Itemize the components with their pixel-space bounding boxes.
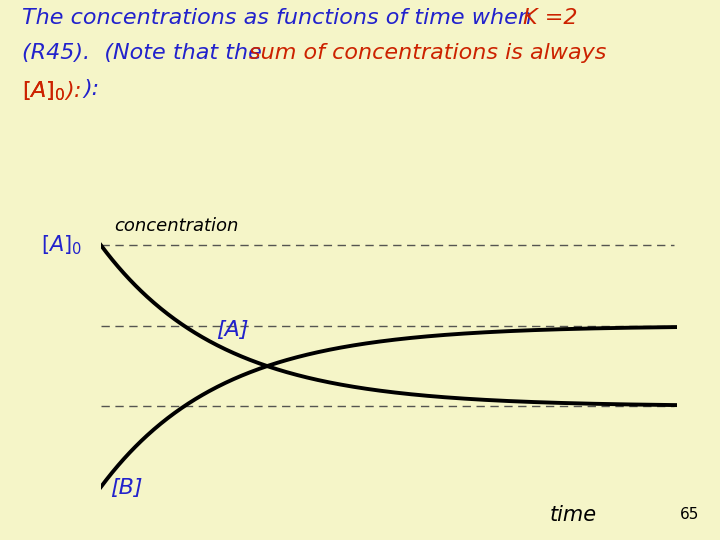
Text: $[A]_0$: $[A]_0$ [40, 233, 82, 257]
Text: [A]: [A] [216, 320, 248, 340]
Text: $[A]_0$):: $[A]_0$): [22, 79, 81, 103]
Text: K =2: K =2 [523, 8, 577, 28]
Text: ):: ): [84, 79, 99, 99]
Text: (R45).  (Note that the: (R45). (Note that the [22, 43, 269, 63]
Text: [B]: [B] [110, 478, 143, 498]
Text: The concentrations as functions of time when: The concentrations as functions of time … [22, 8, 539, 28]
Text: 65: 65 [680, 508, 699, 523]
Text: $[A]_0$: $[A]_0$ [22, 79, 65, 103]
Text: sum of concentrations is always: sum of concentrations is always [249, 43, 606, 63]
Text: concentration: concentration [114, 217, 238, 235]
Text: time: time [549, 505, 597, 525]
